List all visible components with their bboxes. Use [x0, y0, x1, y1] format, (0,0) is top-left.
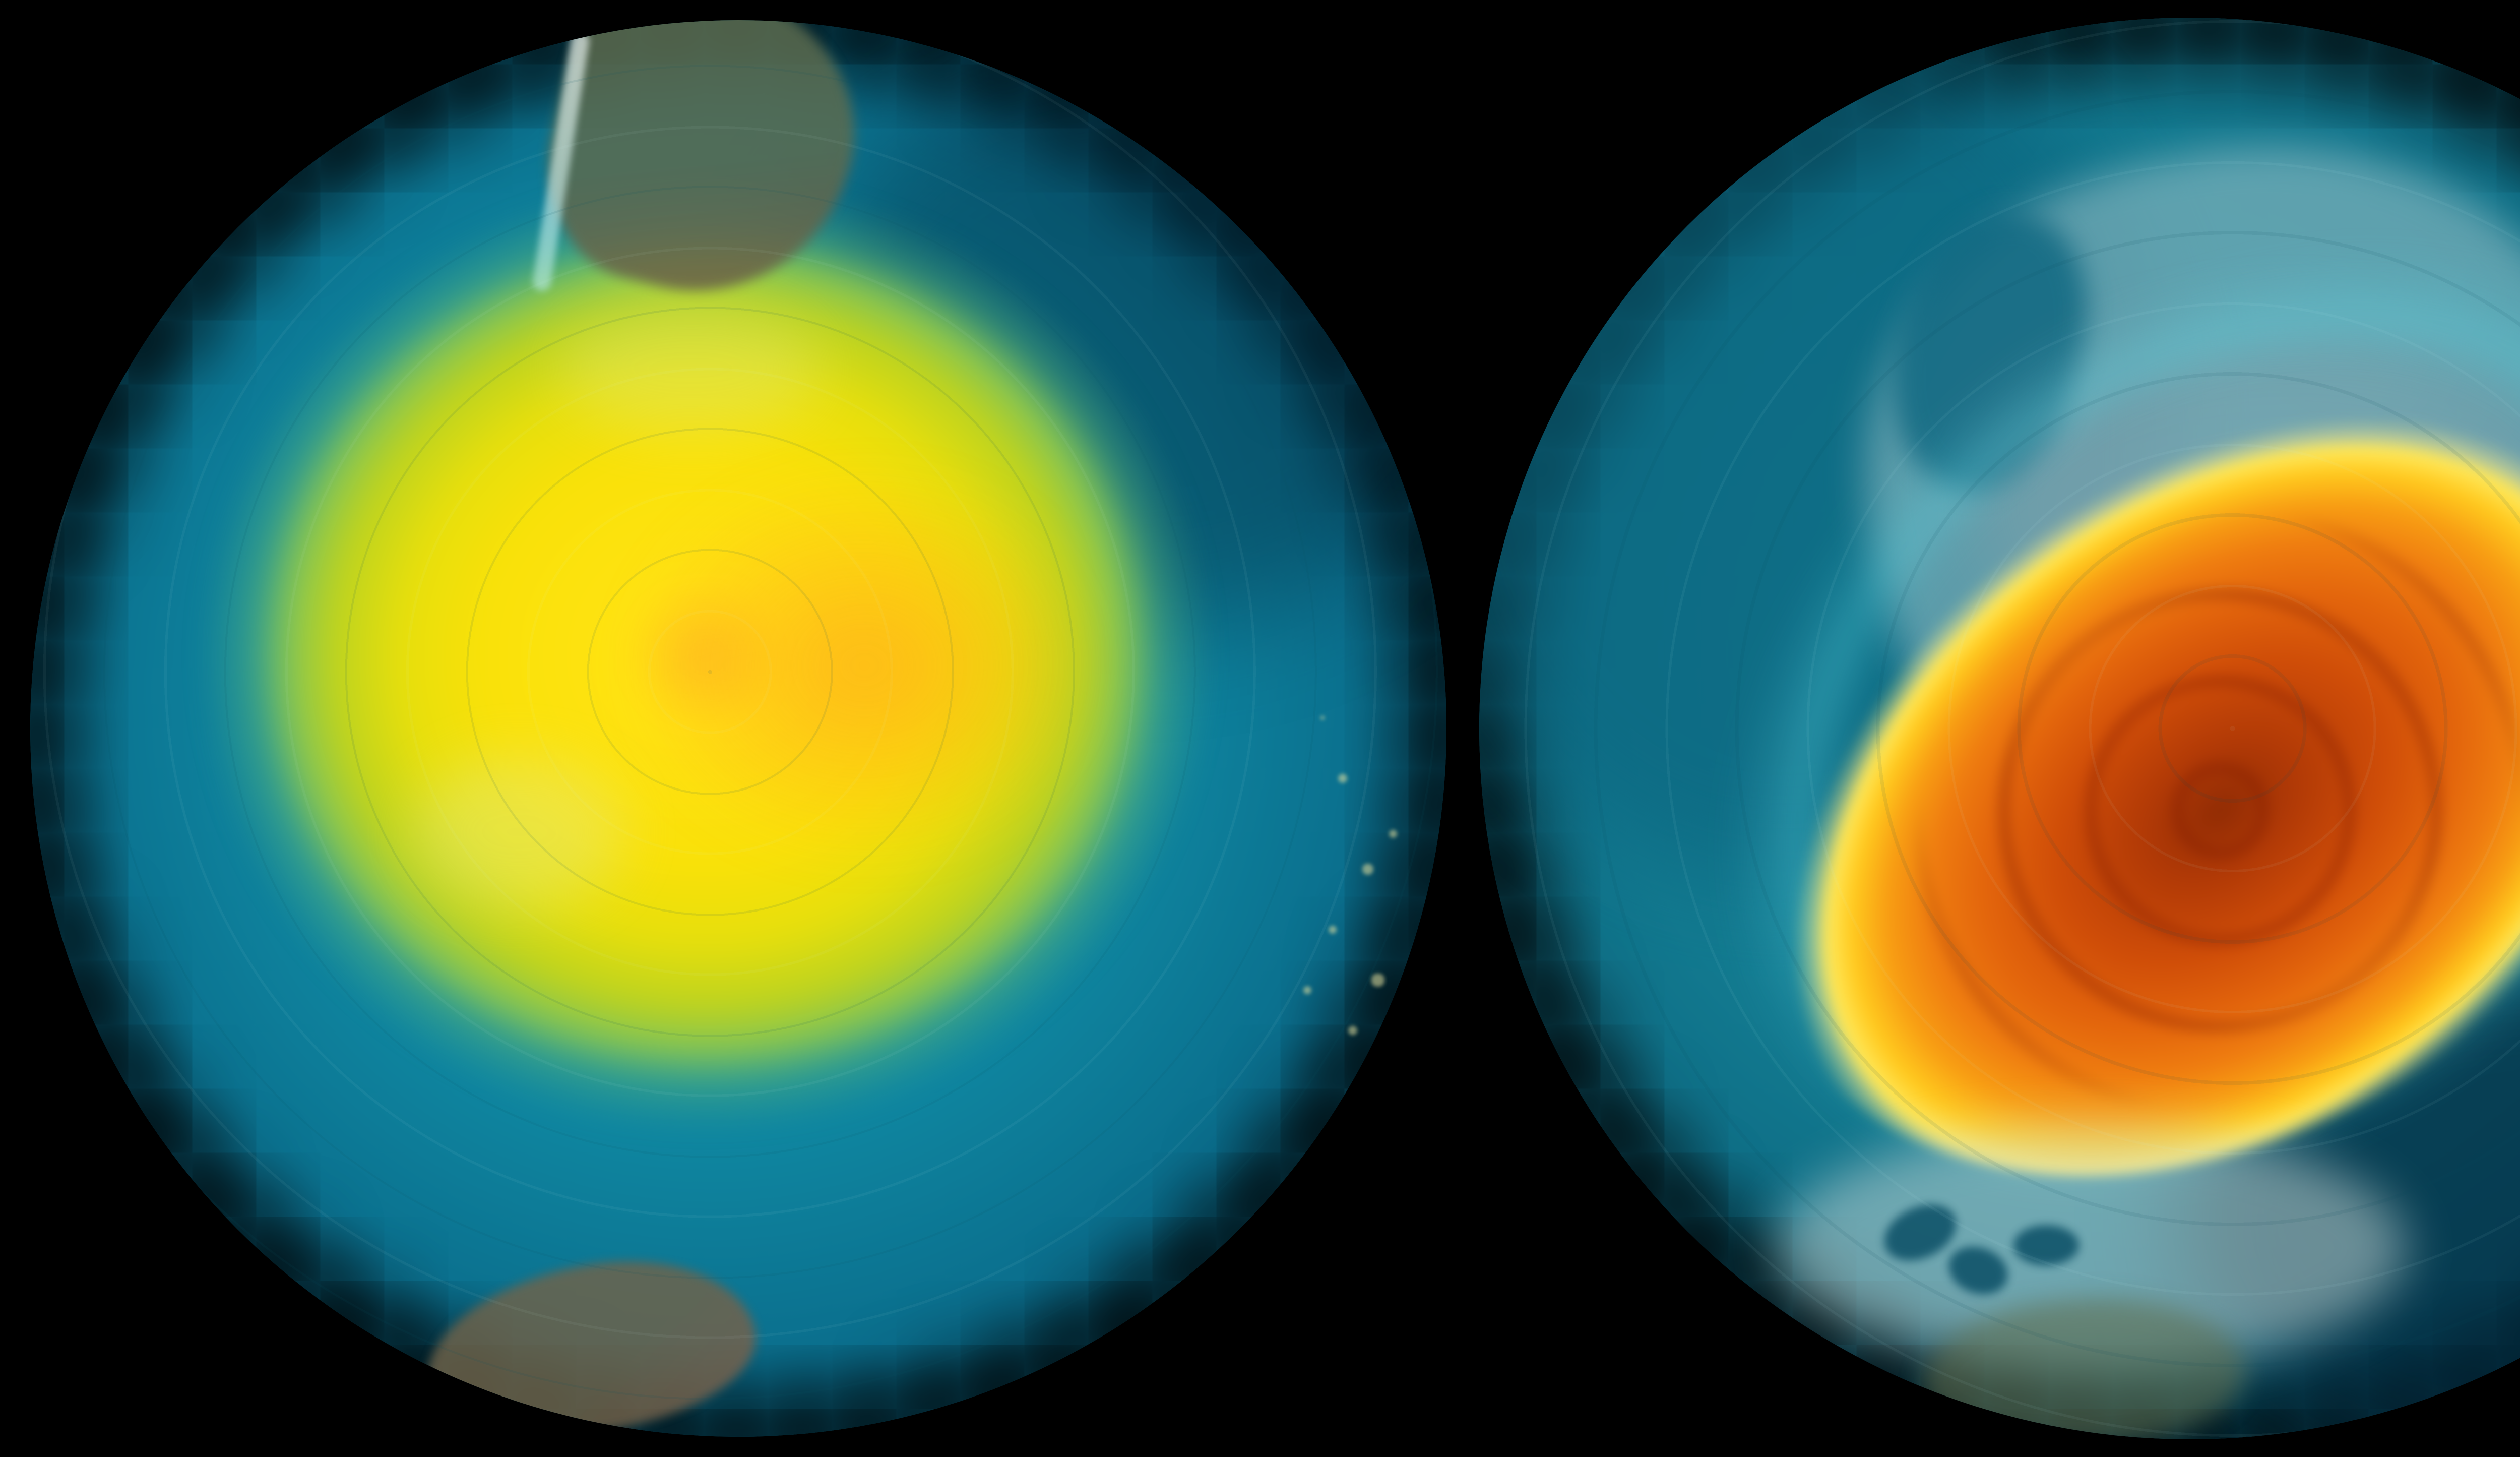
landmass-australia [413, 1243, 766, 1437]
mint-cloud-patch [559, 302, 822, 434]
landmass-southeast-north-america [1923, 1298, 2245, 1439]
oblique-pacific-globe [1479, 18, 2520, 1439]
mint-cloud-patch [413, 756, 625, 907]
dark-ocean-southeast [2175, 950, 2520, 1439]
orange-wave-blob [1563, 77, 2520, 1365]
landmass-south-america [522, 20, 884, 324]
pale-landmass-siberia-alaska [1808, 78, 2520, 916]
great-lake [1875, 1193, 1966, 1272]
heat-overlay-orange-core [625, 474, 1104, 857]
concentric-wave-rings [1563, 77, 2520, 1365]
deep-ocean-northwest [1479, 18, 2165, 880]
south-polar-globe [30, 20, 1446, 1437]
pink-grey-haze [1973, 330, 2520, 683]
white-cloud-band [1777, 1127, 2407, 1369]
sea-of-okhotsk-dark-patch [1858, 188, 2118, 513]
great-lake [1942, 1239, 2014, 1302]
andes-snow-ridge [531, 30, 591, 292]
ocean-shading-northeast [786, 50, 1446, 630]
polar-heat-overlay [202, 181, 1210, 1129]
city-lights-speckles [1320, 716, 1325, 720]
great-lake [2013, 1225, 2079, 1265]
